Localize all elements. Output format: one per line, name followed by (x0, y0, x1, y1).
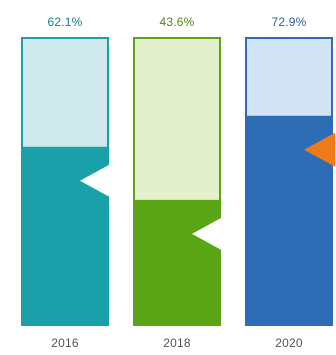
category-label-2016: 2016 (51, 336, 79, 350)
bar-group-2016: 62.1% 2016 (21, 15, 111, 350)
bar-marker-2020 (304, 132, 335, 167)
bar-group-2018: 43.6% 2018 (133, 15, 223, 350)
bar-group-2020: 72.9% 2020 (245, 15, 335, 350)
bar-marker-2016 (80, 163, 111, 198)
bar-marker-2018 (192, 216, 223, 251)
value-label-2018: 43.6% (159, 15, 194, 29)
value-label-2016: 62.1% (47, 15, 82, 29)
category-label-2018: 2018 (163, 336, 191, 350)
category-label-2020: 2020 (275, 336, 303, 350)
bar-fill-2018 (134, 199, 220, 325)
value-label-2020: 72.9% (271, 15, 306, 29)
